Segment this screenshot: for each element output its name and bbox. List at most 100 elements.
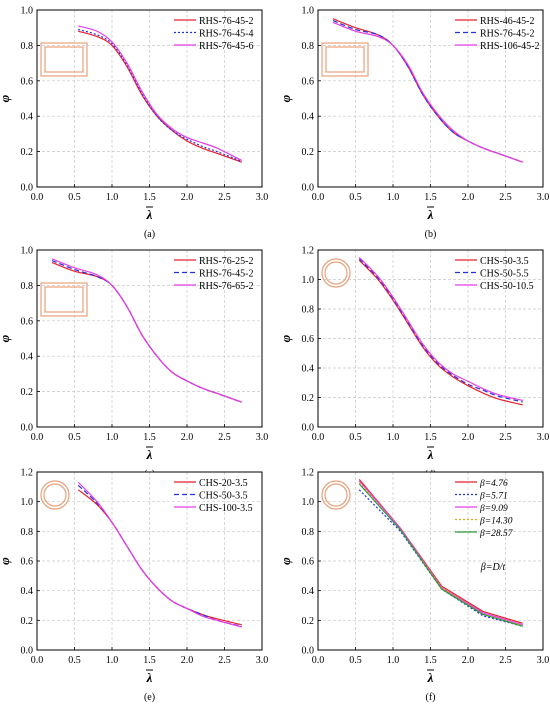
x-tick-label: 2.0 <box>462 192 475 203</box>
x-axis-label: λ <box>427 447 434 462</box>
legend-label: CHS-50-3.5 <box>199 491 248 502</box>
y-tick-label: 1.0 <box>302 275 315 286</box>
rhs-section-inner-icon <box>44 46 84 73</box>
panel-label: (f) <box>426 692 436 703</box>
rhs-section-icon <box>40 42 88 77</box>
x-tick-label: 0.5 <box>68 432 81 443</box>
x-tick-label: 3.0 <box>537 192 550 203</box>
x-tick-label: 0.5 <box>349 192 362 203</box>
x-tick-label: 2.0 <box>462 655 475 666</box>
y-tick-label: 0.4 <box>21 352 34 363</box>
legend-label: RHS-106-45-2 <box>480 41 539 52</box>
y-tick-label: 0.4 <box>302 112 315 123</box>
x-tick-label: 0.0 <box>312 432 325 443</box>
y-tick-label: 0.8 <box>302 305 315 316</box>
x-tick-label: 1.5 <box>424 432 437 443</box>
x-tick-label: 0.0 <box>312 655 325 666</box>
chs-section-inner-icon <box>324 483 348 507</box>
legend-label: RHS-76-65-2 <box>199 281 253 292</box>
y-tick-label: 0.0 <box>302 646 315 657</box>
rhs-section-icon <box>40 282 88 317</box>
legend-label: RHS-76-45-2 <box>199 16 253 27</box>
x-axis-label: λ <box>146 207 153 222</box>
x-tick-label: 2.5 <box>499 192 512 203</box>
legend-label: CHS-50-10.5 <box>480 281 534 292</box>
y-tick-label: 0.2 <box>21 147 34 158</box>
chart-panel-6: 0.0 0.5 1.0 1.5 2.0 2.5 3.0 0.0 0.2 0.4 0.6 0.8 1.0 1… <box>278 468 549 704</box>
y-tick-label: 0.2 <box>21 387 34 398</box>
x-tick-label: 0.5 <box>68 655 81 666</box>
y-tick-label: 0.4 <box>21 112 34 123</box>
chart-panel-1: 0.0 0.5 1.0 1.5 2.0 2.5 3.0 0.0 0.2 0.4 0.6 0.8 1.0 λ… <box>0 6 268 241</box>
y-tick-label: 0.8 <box>302 527 315 538</box>
legend-label: RHS-76-45-6 <box>199 41 253 52</box>
x-axis-label: λ <box>146 670 153 685</box>
x-axis-label: λ <box>427 207 434 222</box>
y-tick-label: 0.8 <box>21 527 34 538</box>
y-axis-label: φ <box>0 557 12 565</box>
chs-section-icon <box>321 258 351 288</box>
plot-frame <box>317 9 544 188</box>
x-tick-label: 3.0 <box>537 432 550 443</box>
y-axis-label: φ <box>278 94 293 102</box>
y-tick-label: 1.0 <box>21 497 34 508</box>
y-tick-label: 0.4 <box>21 586 34 597</box>
x-tick-label: 1.5 <box>143 192 156 203</box>
y-tick-label: 0.6 <box>21 76 34 87</box>
legend-label: β=9.09 <box>479 504 508 514</box>
y-tick-label: 1.0 <box>302 6 315 17</box>
x-tick-label: 3.0 <box>256 655 269 666</box>
series-line-3 <box>332 21 523 163</box>
x-tick-label: 3.0 <box>256 192 269 203</box>
y-tick-label: 0.4 <box>302 364 315 375</box>
plot-frame <box>36 9 263 188</box>
y-tick-label: 0.8 <box>21 41 34 52</box>
y-tick-label: 0.2 <box>302 393 315 404</box>
x-tick-label: 2.5 <box>499 655 512 666</box>
chs-section-inner-icon <box>43 483 67 507</box>
y-tick-label: 0.2 <box>302 147 315 158</box>
panel-label: (a) <box>144 229 155 240</box>
y-tick-label: 0.0 <box>21 183 34 194</box>
series-line-3 <box>77 481 242 628</box>
x-tick-label: 2.0 <box>181 432 194 443</box>
legend-label: RHS-76-25-2 <box>199 256 253 267</box>
series-line-2 <box>332 20 523 163</box>
legend-label: β=4.76 <box>479 479 508 489</box>
y-tick-label: 1.0 <box>21 6 34 17</box>
x-tick-label: 1.5 <box>143 432 156 443</box>
x-tick-label: 1.5 <box>424 192 437 203</box>
legend-label: β=5.71 <box>479 492 508 502</box>
x-tick-label: 3.0 <box>256 432 269 443</box>
y-axis-label: φ <box>278 334 293 342</box>
chs-section-inner-icon <box>324 261 348 285</box>
series-line-1 <box>78 30 242 163</box>
x-tick-label: 1.0 <box>106 655 119 666</box>
x-tick-label: 1.5 <box>143 655 156 666</box>
legend-label: RHS-46-45-2 <box>480 16 534 27</box>
x-tick-label: 1.0 <box>387 192 400 203</box>
x-tick-label: 2.0 <box>181 655 194 666</box>
y-tick-label: 0.4 <box>302 586 315 597</box>
y-tick-label: 0.6 <box>302 76 315 87</box>
panel-label: (e) <box>144 692 155 703</box>
x-tick-label: 0.0 <box>312 192 325 203</box>
x-axis-label: λ <box>146 447 153 462</box>
x-tick-label: 0.5 <box>68 192 81 203</box>
chart-panel-3: 0.0 0.5 1.0 1.5 2.0 2.5 3.0 0.0 0.2 0.4 0.6 0.8 1.0 λ… <box>0 246 268 481</box>
rhs-section-inner-icon <box>44 286 84 313</box>
legend-label: CHS-50-3.5 <box>480 256 529 267</box>
chart-panel-2: 0.0 0.5 1.0 1.5 2.0 2.5 3.0 0.0 0.2 0.4 0.6 0.8 1.0 λ… <box>278 6 549 241</box>
x-tick-label: 1.0 <box>387 655 400 666</box>
series-line-2 <box>78 28 242 162</box>
x-tick-label: 2.5 <box>218 432 231 443</box>
x-tick-label: 1.0 <box>106 432 119 443</box>
legend-label: CHS-100-3.5 <box>199 503 253 514</box>
x-tick-label: 2.5 <box>218 192 231 203</box>
x-tick-label: 0.5 <box>349 432 362 443</box>
x-tick-label: 0.0 <box>31 432 44 443</box>
y-axis-label: φ <box>278 557 293 565</box>
chart-panel-4: 0.0 0.5 1.0 1.5 2.0 2.5 3.0 0.0 0.2 0.4 0.6 0.8 1.0 1… <box>278 246 549 481</box>
y-tick-label: 0.0 <box>302 183 315 194</box>
